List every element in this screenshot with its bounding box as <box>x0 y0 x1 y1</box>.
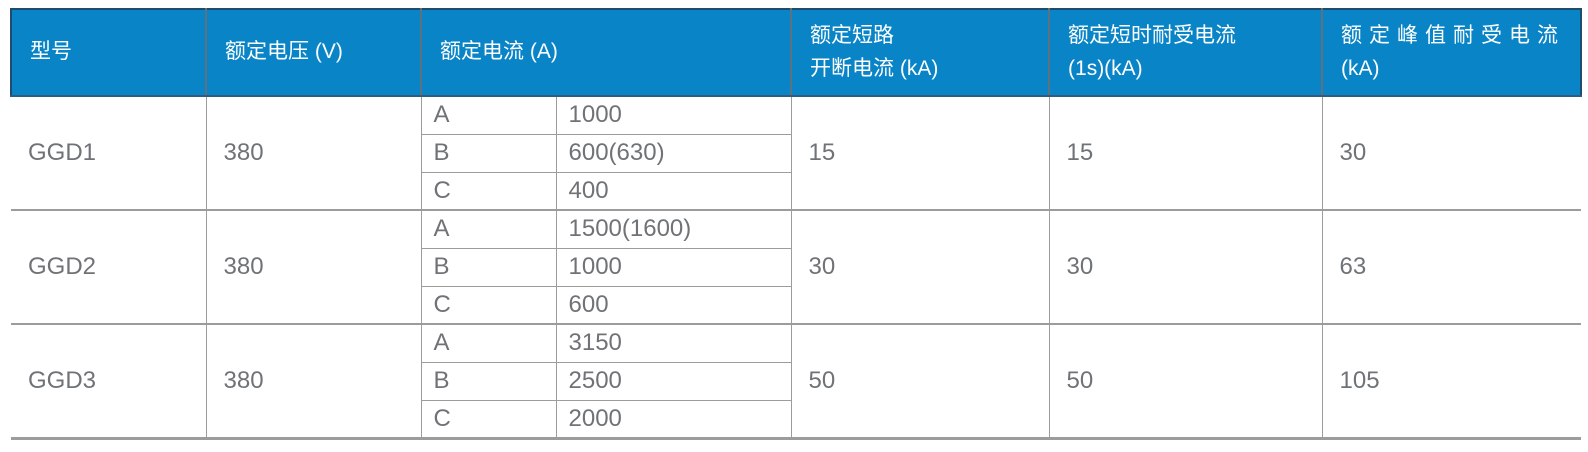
cell-scheme: A <box>420 95 557 135</box>
cell-scheme: C <box>420 399 557 439</box>
header-row: 型号 额定电压 (V) 额定电流 (A) 额定短路 开断电流 (kA) 额定短时… <box>10 8 1583 97</box>
cell-current: 1000 <box>555 95 792 135</box>
table-row: C 2000 <box>11 399 1581 439</box>
header-peak-line2: (kA) <box>1341 56 1380 80</box>
header-peak-line1: 额定峰值耐受电流 <box>1341 23 1566 47</box>
cell-scheme: B <box>420 247 557 287</box>
header-breaking-current: 额定短路 开断电流 (kA) <box>790 8 1051 97</box>
cell-current: 3150 <box>555 323 792 363</box>
cell-scheme: A <box>420 209 557 249</box>
cell-peak: 63 <box>1321 209 1582 325</box>
header-withstand-current: 额定短时耐受电流 (1s)(kA) <box>1048 8 1324 97</box>
table-row: GGD1 380 A 1000 15 15 30 <box>11 95 1582 211</box>
cell-voltage: 380 <box>205 323 422 439</box>
cell-breaking: 30 <box>790 209 1050 325</box>
cell-withstand: 50 <box>1048 323 1323 439</box>
cell-peak: 105 <box>1321 323 1582 439</box>
cell-breaking: 15 <box>790 95 1050 211</box>
cell-voltage: 380 <box>205 95 422 211</box>
header-breaking-line2: 开断电流 (kA) <box>810 56 939 80</box>
cell-peak: 30 <box>1321 95 1582 211</box>
cell-model: GGD3 <box>11 323 207 439</box>
table-row: B 600(630) <box>11 133 1581 173</box>
cell-current: 1500(1600) <box>555 209 792 249</box>
table-row: B 2500 <box>11 361 1581 401</box>
cell-scheme: A <box>420 323 557 363</box>
spec-table: 型号 额定电压 (V) 额定电流 (A) 额定短路 开断电流 (kA) 额定短时… <box>10 8 1583 440</box>
cell-model: GGD2 <box>11 209 207 325</box>
table-row: GGD3 380 A 3150 50 50 105 <box>11 323 1582 439</box>
cell-scheme: C <box>420 285 557 325</box>
header-breaking-line1: 额定短路 <box>810 23 895 47</box>
cell-current: 1000 <box>555 247 792 287</box>
cell-breaking: 50 <box>790 323 1050 439</box>
cell-scheme: B <box>420 361 557 401</box>
cell-current: 600 <box>555 285 792 325</box>
header-model: 型号 <box>10 8 207 97</box>
cell-withstand: 30 <box>1048 209 1323 325</box>
cell-voltage: 380 <box>205 209 422 325</box>
cell-current: 2000 <box>555 399 792 439</box>
cell-model: GGD1 <box>11 95 207 211</box>
cell-current: 2500 <box>555 361 792 401</box>
cell-scheme: B <box>420 133 557 173</box>
header-voltage: 额定电压 (V) <box>205 8 422 97</box>
cell-withstand: 15 <box>1048 95 1323 211</box>
header-withstand-line1: 额定短时耐受电流 <box>1068 23 1237 47</box>
header-current: 额定电流 (A) <box>419 8 793 97</box>
cell-scheme: C <box>420 171 557 211</box>
header-withstand-line2: (1s)(kA) <box>1068 56 1143 80</box>
table-row: GGD2 380 A 1500(1600) 30 30 63 <box>11 209 1582 325</box>
cell-current: 600(630) <box>555 133 792 173</box>
cell-current: 400 <box>555 171 792 211</box>
table-row: C 400 <box>11 171 1581 211</box>
table-row: C 600 <box>11 285 1581 325</box>
header-peak-current: 额定峰值耐受电流 (kA) <box>1321 8 1583 97</box>
table-row: B 1000 <box>11 247 1581 287</box>
